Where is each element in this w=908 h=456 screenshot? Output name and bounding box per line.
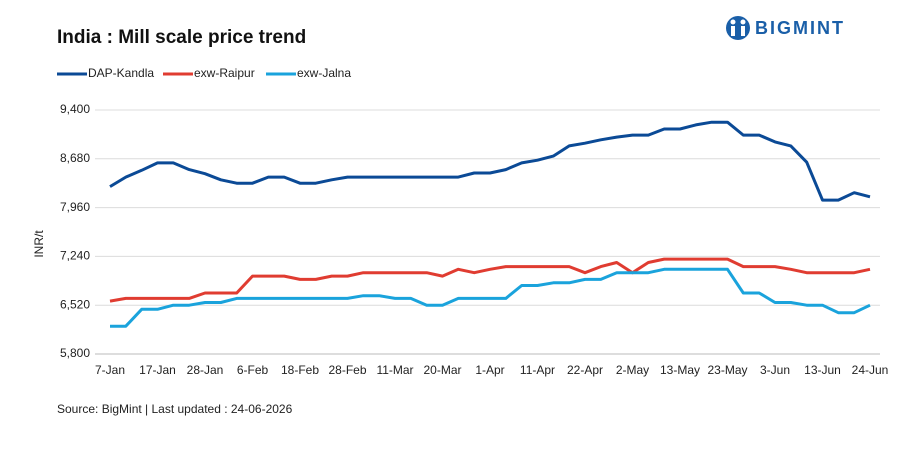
logo: BIGMINT bbox=[726, 16, 845, 40]
x-tick-label: 13-May bbox=[660, 363, 700, 377]
y-tick-label: 7,240 bbox=[60, 249, 90, 263]
x-tick-label: 20-Mar bbox=[423, 363, 461, 377]
logo-icon bbox=[726, 16, 750, 40]
source-note: Source: BigMint | Last updated : 24-06-2… bbox=[57, 402, 293, 416]
y-tick-label: 5,800 bbox=[60, 346, 90, 360]
y-tick-label: 8,680 bbox=[60, 151, 90, 165]
x-tick-label: 6-Feb bbox=[237, 363, 269, 377]
x-tick-label: 11-Mar bbox=[376, 363, 413, 377]
series-line bbox=[110, 267, 871, 328]
logo-icon bbox=[731, 26, 735, 36]
logo-icon bbox=[740, 19, 746, 25]
chart-title: India : Mill scale price trend bbox=[57, 27, 306, 48]
logo-icon bbox=[730, 19, 736, 25]
series-line bbox=[109, 257, 871, 303]
logo-text: BIGMINT bbox=[755, 18, 845, 38]
x-tick-label: 28-Feb bbox=[328, 363, 366, 377]
x-tick-label: 7-Jan bbox=[95, 363, 125, 377]
x-tick-label: 23-May bbox=[707, 363, 747, 377]
x-tick-label: 11-Apr bbox=[520, 363, 555, 377]
legend-label: exw-Jalna bbox=[297, 66, 351, 80]
x-tick-label: 2-May bbox=[616, 363, 649, 377]
x-tick-label: 22-Apr bbox=[567, 363, 603, 377]
y-tick-label: 7,960 bbox=[60, 200, 90, 214]
y-axis-label: INR/t bbox=[32, 230, 46, 258]
x-tick-label: 13-Jun bbox=[804, 363, 841, 377]
x-tick-label: 1-Apr bbox=[475, 363, 504, 377]
x-tick-label: 24-Jun bbox=[852, 363, 889, 377]
logo-icon bbox=[741, 26, 745, 36]
legend-label: exw-Raipur bbox=[194, 66, 255, 80]
x-tick-label: 17-Jan bbox=[139, 363, 176, 377]
x-tick-label: 18-Feb bbox=[281, 363, 319, 377]
y-tick-label: 6,520 bbox=[60, 297, 90, 311]
x-tick-label: 3-Jun bbox=[760, 363, 790, 377]
x-tick-label: 28-Jan bbox=[187, 363, 224, 377]
legend-label: DAP-Kandla bbox=[88, 66, 154, 80]
y-tick-label: 9,400 bbox=[60, 102, 90, 116]
series-line bbox=[109, 120, 871, 202]
